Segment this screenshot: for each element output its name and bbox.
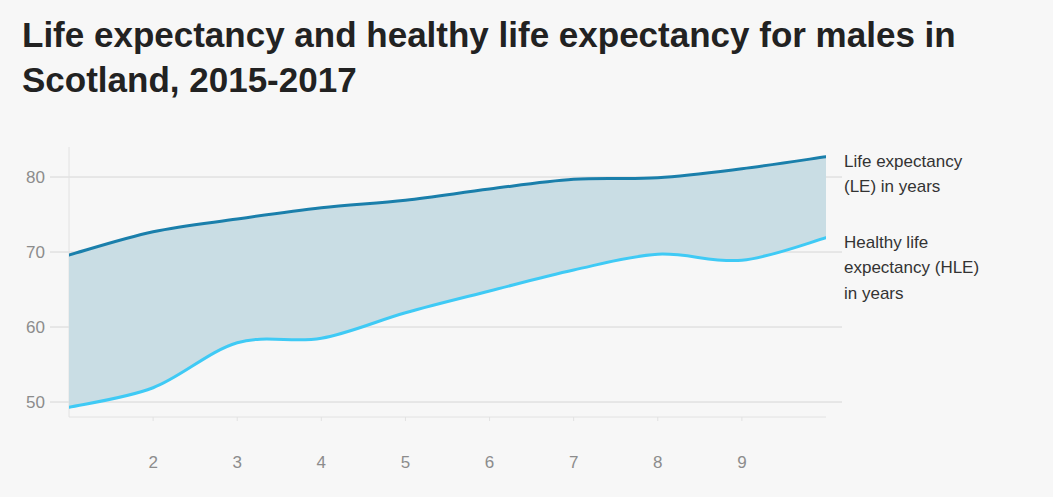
y-tick-label: 70 bbox=[26, 243, 45, 262]
series-label: Life expectancy (LE) in years bbox=[844, 152, 963, 197]
x-tick bbox=[573, 417, 574, 421]
chart: Life expectancy and healthy life expecta… bbox=[0, 0, 1053, 497]
series-line bbox=[69, 157, 826, 255]
x-tick-label: 5 bbox=[401, 453, 410, 472]
x-tick bbox=[657, 417, 658, 421]
y-tick-label: 50 bbox=[26, 393, 45, 412]
series-line bbox=[69, 238, 826, 408]
series-label-line: Healthy life bbox=[844, 233, 928, 252]
x-tick-label: 2 bbox=[148, 453, 157, 472]
y-tick-label: 60 bbox=[26, 318, 45, 337]
series-label-line: Life expectancy bbox=[844, 152, 963, 171]
series-label-line: in years bbox=[844, 284, 904, 303]
series-label-line: expectancy (HLE) bbox=[844, 258, 979, 277]
title: Life expectancy and healthy life expecta… bbox=[22, 15, 956, 99]
plot-area bbox=[69, 157, 826, 408]
series-label: Healthy life expectancy (HLE) in years bbox=[844, 233, 979, 303]
y-tick-label: 80 bbox=[26, 168, 45, 187]
series-label-line: (LE) in years bbox=[844, 177, 940, 196]
x-tick bbox=[741, 417, 742, 421]
background bbox=[0, 0, 1053, 497]
x-tick bbox=[321, 417, 322, 421]
gap-area bbox=[69, 157, 826, 408]
grid-line bbox=[50, 402, 842, 403]
title-line: Life expectancy and healthy life expecta… bbox=[22, 15, 956, 54]
x-tick-label: 4 bbox=[317, 453, 326, 472]
x-tick-label: 8 bbox=[653, 453, 662, 472]
x-tick-label: 6 bbox=[485, 453, 494, 472]
x-tick bbox=[405, 417, 406, 421]
title-line: Scotland, 2015-2017 bbox=[22, 60, 357, 99]
x-tick bbox=[489, 417, 490, 421]
x-tick bbox=[153, 417, 154, 421]
x-axis-line bbox=[69, 417, 826, 418]
x-tick-label: 9 bbox=[737, 453, 746, 472]
x-tick bbox=[237, 417, 238, 421]
x-tick-label: 7 bbox=[569, 453, 578, 472]
x-tick-label: 3 bbox=[232, 453, 241, 472]
